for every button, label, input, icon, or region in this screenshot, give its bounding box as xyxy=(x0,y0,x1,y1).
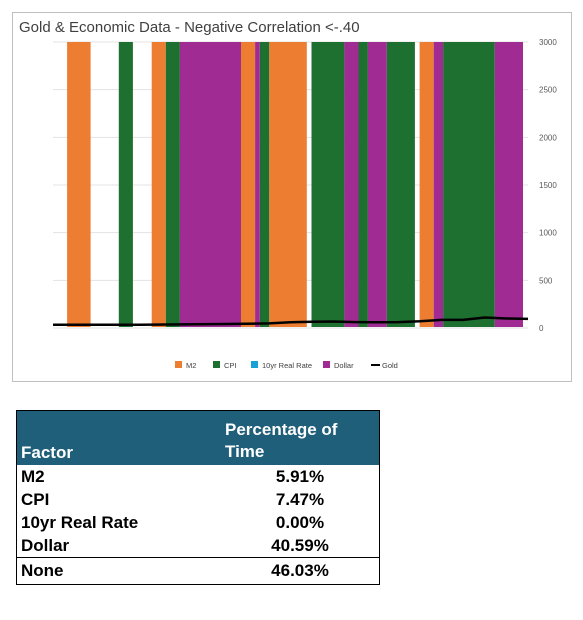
bar-cpi xyxy=(311,42,345,327)
y-tick-label: 1000 xyxy=(539,229,557,238)
row-factor: 10yr Real Rate xyxy=(21,512,139,532)
bar-dollar xyxy=(494,42,523,327)
bar-cpi xyxy=(386,42,415,327)
factor-table: Factor Percentage of Time M2 5.91% CPI 7.… xyxy=(16,410,380,585)
legend-label: Gold xyxy=(382,361,398,370)
legend-label: M2 xyxy=(186,361,196,370)
legend: M2 CPI 10yr Real Rate Dollar Gold xyxy=(175,361,398,370)
bar-m2 xyxy=(67,42,91,327)
bar-dollar xyxy=(367,42,387,327)
table-row: M2 5.91% xyxy=(17,465,380,488)
header-pct-line2: Time xyxy=(225,442,265,461)
header-percentage: Percentage of Time xyxy=(221,410,380,465)
header-factor: Factor xyxy=(16,410,221,465)
y-tick-label: 2000 xyxy=(539,133,557,142)
bar-layer xyxy=(67,42,523,327)
bar-dollar xyxy=(344,42,359,327)
legend-label: 10yr Real Rate xyxy=(262,361,312,370)
bar-dollar xyxy=(179,42,241,327)
chart-frame: Gold & Economic Data - Negative Correlat… xyxy=(12,12,572,382)
row-factor: Dollar xyxy=(21,535,70,555)
y-tick-label: 1500 xyxy=(539,181,557,190)
legend-swatch-10yr-real-rate xyxy=(251,361,258,368)
total-pct: 46.03% xyxy=(221,557,380,585)
row-pct: 40.59% xyxy=(271,535,329,555)
bar-cpi xyxy=(165,42,180,327)
row-pct: 5.91% xyxy=(275,466,325,486)
table-row-total: None 46.03% xyxy=(16,557,380,585)
chart-title: Gold & Economic Data - Negative Correlat… xyxy=(19,19,360,36)
bar-cpi xyxy=(118,42,133,327)
bar-dollar xyxy=(255,42,260,327)
row-pct: 0.00% xyxy=(275,512,325,532)
bar-m2 xyxy=(269,42,307,327)
bar-dollar xyxy=(433,42,444,327)
bar-cpi xyxy=(443,42,495,327)
table-row: Dollar 40.59% xyxy=(17,534,380,558)
y-tick-label: 0 xyxy=(539,324,544,333)
legend-swatch-dollar xyxy=(323,361,330,368)
chart: Gold & Economic Data - Negative Correlat… xyxy=(19,19,557,370)
series-line-gold xyxy=(53,316,529,326)
line-layer xyxy=(53,316,529,326)
legend-swatch-cpi xyxy=(213,361,220,368)
row-factor: CPI xyxy=(21,489,50,509)
row-factor: M2 xyxy=(21,466,45,486)
row-pct: 7.47% xyxy=(275,489,325,509)
total-factor: None xyxy=(16,557,221,585)
y-tick-label: 3000 xyxy=(539,38,557,47)
y-axis: 0 500 1000 1500 2000 2500 3000 xyxy=(539,38,557,333)
header-pct-line1: Percentage of xyxy=(225,420,338,439)
y-tick-label: 500 xyxy=(539,276,553,285)
legend-swatch-m2 xyxy=(175,361,182,368)
bar-m2 xyxy=(419,42,434,327)
table-row: CPI 7.47% xyxy=(17,488,380,511)
legend-label: Dollar xyxy=(334,361,354,370)
y-tick-label: 2500 xyxy=(539,86,557,95)
bar-cpi xyxy=(259,42,270,327)
bar-cpi xyxy=(358,42,368,327)
legend-label: CPI xyxy=(224,361,237,370)
table-row: 10yr Real Rate 0.00% xyxy=(17,511,380,534)
bar-m2 xyxy=(151,42,166,327)
table-header-row: Factor Percentage of Time xyxy=(16,410,380,465)
bar-m2 xyxy=(241,42,256,327)
